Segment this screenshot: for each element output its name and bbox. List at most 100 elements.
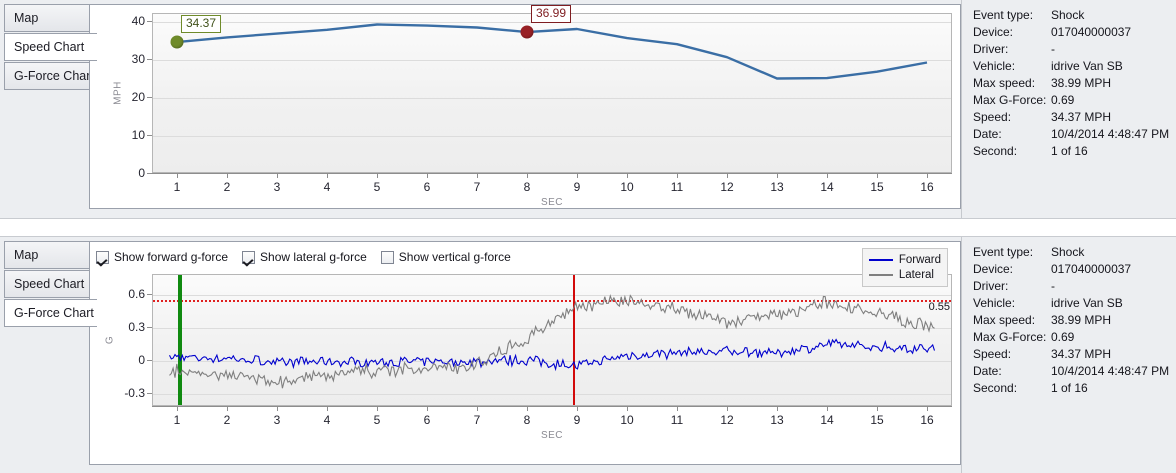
x-axis-tick-label: 12 bbox=[720, 413, 734, 427]
tab-g-force-chart-2[interactable]: G-Force Chart bbox=[4, 299, 97, 327]
info-value: 34.37 MPH bbox=[1051, 110, 1112, 124]
x-axis-tick bbox=[377, 406, 378, 411]
x-axis-tick-label: 10 bbox=[620, 180, 634, 194]
x-axis-tick bbox=[727, 173, 728, 178]
x-axis-tick bbox=[327, 173, 328, 178]
x-axis-tick bbox=[727, 406, 728, 411]
speed-event-info-panel: Event type: Shock Device: 017040000037 Drive… bbox=[961, 0, 1176, 218]
checkbox-icon[interactable] bbox=[380, 250, 394, 264]
tab-g-force-chart[interactable]: G-Force Chart bbox=[4, 62, 89, 90]
y-axis-tick-label: 0 bbox=[138, 166, 145, 180]
x-axis-tick-label: 13 bbox=[770, 180, 784, 194]
checkbox-show-lateral-g-force[interactable]: Show lateral g-force bbox=[242, 250, 367, 264]
speed-y-axis-label: MPH bbox=[112, 81, 124, 105]
speed-x-axis-label: SEC bbox=[540, 197, 564, 208]
x-axis-tick-label: 3 bbox=[273, 413, 281, 427]
speed-x-axis bbox=[152, 173, 952, 174]
g-force-threshold-label: 0.55 bbox=[928, 301, 950, 314]
x-axis-tick-label: 8 bbox=[523, 413, 531, 427]
speed-plot[interactable]: MPH SEC 0 10 20 30 40 1 2 3 4 5 6 7 8 9 10 11 12 13 14 15 16… bbox=[112, 5, 952, 208]
info-value: 0.69 bbox=[1051, 330, 1075, 344]
info-value: 0.69 bbox=[1051, 93, 1075, 107]
y-axis-tick bbox=[147, 173, 152, 174]
info-label: Driver: bbox=[973, 279, 1009, 293]
g-force-y-axis-label: G bbox=[104, 335, 116, 345]
g-force-info-grid: Event type: Shock Device: 017040000037 Drive… bbox=[973, 245, 1176, 396]
y-axis-tick bbox=[147, 326, 152, 328]
legend-label: Lateral bbox=[898, 268, 934, 281]
checkbox-show-forward-g-force[interactable]: Show forward g-force bbox=[96, 250, 228, 264]
y-axis-tick-label: 40 bbox=[131, 13, 145, 28]
checkbox-show-vertical-g-force[interactable]: Show vertical g-force bbox=[380, 250, 511, 264]
g-force-threshold-line bbox=[153, 300, 951, 303]
info-value: 10/4/2014 4:48:47 PM bbox=[1051, 127, 1170, 141]
info-value: Shock bbox=[1051, 245, 1085, 259]
y-axis-tick bbox=[147, 359, 152, 361]
x-axis-tick bbox=[177, 173, 178, 178]
g-force-chart-frame: Show forward g-force Show lateral g-forc… bbox=[89, 241, 961, 465]
cursor-marker-tooltip: 36.99 bbox=[531, 5, 572, 24]
info-label: Date: bbox=[973, 364, 1002, 378]
checkbox-label: Show forward g-force bbox=[114, 250, 229, 264]
x-axis-tick-label: 4 bbox=[323, 413, 331, 427]
x-axis-tick bbox=[627, 173, 628, 178]
info-divider bbox=[961, 0, 962, 218]
gridline bbox=[153, 327, 951, 329]
x-axis-tick-label: 6 bbox=[423, 413, 431, 427]
g-force-plot[interactable]: G SEC Forward Lateral -0.3 0 0.3 0.6 1 2 3 4 5 6 7 8… bbox=[105, 248, 952, 441]
info-label: Device: bbox=[973, 25, 1014, 39]
g-force-line-series bbox=[169, 293, 936, 389]
gridline bbox=[153, 59, 951, 61]
x-axis-tick-label: 14 bbox=[820, 413, 834, 427]
y-axis-tick-label: 0 bbox=[138, 352, 145, 367]
x-axis-tick-label: 7 bbox=[473, 413, 481, 427]
tab-speed-chart-2[interactable]: Speed Chart bbox=[4, 270, 89, 298]
x-axis-tick bbox=[527, 173, 528, 178]
g-force-plot-area bbox=[152, 274, 952, 406]
x-axis-tick bbox=[927, 406, 928, 411]
x-axis-tick bbox=[827, 406, 828, 411]
x-axis-tick-label: 14 bbox=[820, 180, 834, 194]
info-label: Second: bbox=[973, 144, 1018, 158]
tab-speed-chart[interactable]: Speed Chart bbox=[4, 33, 97, 61]
event-start-line[interactable] bbox=[178, 275, 182, 405]
info-label: Max G-Force: bbox=[973, 93, 1047, 107]
x-axis-tick-label: 2 bbox=[223, 413, 231, 427]
checkbox-icon[interactable] bbox=[96, 250, 109, 264]
x-axis-tick bbox=[227, 406, 228, 411]
checkbox-icon[interactable] bbox=[242, 250, 256, 264]
x-axis-tick-label: 3 bbox=[273, 180, 281, 194]
gridline bbox=[153, 360, 951, 362]
panel-divider-bottom bbox=[0, 236, 1176, 237]
cursor-marker[interactable] bbox=[520, 25, 534, 39]
cursor-line[interactable] bbox=[573, 275, 575, 405]
info-value: 017040000037 bbox=[1051, 262, 1132, 276]
x-axis-tick bbox=[527, 406, 528, 411]
x-axis-tick bbox=[277, 406, 278, 411]
x-axis-tick bbox=[577, 173, 578, 178]
g-force-legend: Forward Lateral bbox=[861, 248, 948, 287]
speed-panel-tabstrip: Map Speed Chart G-Force Chart bbox=[0, 0, 97, 218]
x-axis-tick bbox=[877, 173, 878, 178]
tab-map[interactable]: Map bbox=[4, 4, 89, 32]
g-force-x-axis bbox=[152, 406, 952, 407]
x-axis-tick bbox=[827, 173, 828, 178]
x-axis-tick bbox=[377, 173, 378, 178]
x-axis-tick-label: 15 bbox=[870, 180, 884, 194]
y-axis-tick bbox=[147, 134, 152, 136]
start-marker[interactable] bbox=[170, 35, 184, 49]
info-label: Date: bbox=[973, 127, 1002, 141]
gridline bbox=[153, 135, 951, 137]
legend-item: Forward bbox=[868, 252, 941, 267]
tab-map-2[interactable]: Map bbox=[4, 241, 89, 269]
x-axis-tick-label: 16 bbox=[920, 180, 934, 194]
start-marker-tooltip: 34.37 bbox=[181, 15, 222, 34]
info-value: 38.99 MPH bbox=[1051, 76, 1112, 90]
x-axis-tick bbox=[227, 173, 228, 178]
info-label: Max speed: bbox=[973, 313, 1036, 327]
info-value: - bbox=[1051, 42, 1055, 56]
y-axis-tick bbox=[147, 58, 152, 60]
speed-chart-frame: MPH SEC 0 10 20 30 40 1 2 3 4 5 6 7 8 9 10 11 12 13 14 15 16… bbox=[89, 4, 961, 209]
y-axis-tick-label: 20 bbox=[131, 89, 145, 104]
x-axis-tick bbox=[677, 406, 678, 411]
